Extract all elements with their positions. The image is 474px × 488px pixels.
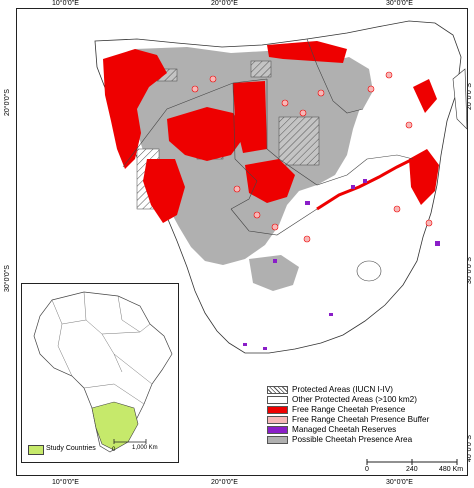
scale-bar-graphic [366, 459, 458, 465]
scale-label-480: 480 Km [439, 466, 464, 473]
legend-label-presence: Free Range Cheetah Presence [292, 405, 406, 414]
inset-legend-label: Study Countries [46, 445, 96, 452]
legend-row-presence: Free Range Cheetah Presence [267, 405, 467, 415]
bottom-graticule-label-30e: 30°0'0"E [386, 479, 413, 486]
presence-buffer-specks [191, 71, 433, 243]
map-legend: Protected Areas (IUCN I-IV) Other Protec… [267, 385, 467, 445]
country-borders [122, 38, 414, 236]
presence-swatch [267, 406, 288, 414]
presence-north-band [267, 41, 347, 63]
presence-south-africa [245, 159, 295, 203]
bottom-graticule-label-10e: 10°0'0"E [52, 479, 79, 486]
protected-area-hatch-4 [250, 60, 272, 78]
legend-row-other-protected: Other Protected Areas (>100 km2) [267, 395, 467, 405]
possible-presence-area-east [317, 57, 373, 113]
left-graticule-label-30s: 30°0'0"S [4, 265, 11, 292]
study-countries [91, 401, 139, 451]
main-scale-bar: 0 240 480 Km [365, 455, 464, 475]
madagascar-fragment [452, 68, 467, 130]
presence-zambia-east [413, 79, 437, 113]
presence-limpopo-line [316, 157, 414, 211]
top-graticule-label-30e: 30°0'0"E [386, 0, 413, 7]
protected-area-hatch-1 [278, 116, 320, 166]
inset-legend-swatch [28, 445, 44, 455]
presence-namibia-north [103, 49, 167, 169]
managed-swatch [267, 426, 288, 434]
africa-inset-svg [33, 291, 173, 453]
scale-label-0: 0 [365, 466, 369, 473]
possible-swatch [267, 436, 288, 444]
bottom-graticule-label-20e: 20°0'0"E [211, 479, 238, 486]
legend-label-possible: Possible Cheetah Presence Area [292, 435, 413, 444]
africa-inset-map: 0 1,000 Km Study Countries [21, 283, 179, 463]
legend-row-possible: Possible Cheetah Presence Area [267, 435, 467, 445]
legend-row-protected-areas: Protected Areas (IUCN I-IV) [267, 385, 467, 395]
inset-scale-label-1000km: 1,000 Km [132, 445, 158, 451]
buffer-swatch [267, 416, 288, 424]
managed-reserves [243, 179, 440, 350]
presence-namibia-west [143, 159, 185, 223]
legend-row-managed: Managed Cheetah Reserves [267, 425, 467, 435]
legend-label-other-protected: Other Protected Areas (>100 km2) [292, 395, 417, 404]
top-graticule-label-10e: 10°0'0"E [52, 0, 79, 7]
presence-namibia-central [167, 107, 247, 161]
presence-botswana-block [233, 81, 267, 153]
inset-scale-label-0: 0 [112, 447, 116, 453]
possible-presence-area-south [249, 255, 299, 291]
possible-presence-area [129, 47, 361, 265]
africa-internal-borders [51, 291, 153, 405]
legend-label-protected-areas: Protected Areas (IUCN I-IV) [292, 385, 394, 394]
scale-label-240: 240 [406, 466, 418, 473]
legend-label-buffer: Free Range Cheetah Presence Buffer [292, 415, 430, 424]
left-graticule-label-20s: 20°0'0"S [4, 89, 11, 116]
legend-row-buffer: Free Range Cheetah Presence Buffer [267, 415, 467, 425]
lesotho-outline [356, 260, 382, 282]
outline-swatch [267, 396, 288, 404]
top-graticule-label-20e: 20°0'0"E [211, 0, 238, 7]
southern-africa-map [94, 20, 467, 354]
legend-label-managed: Managed Cheetah Reserves [292, 425, 397, 434]
presence-mozambique-coast [409, 149, 439, 205]
main-map-frame: 0 1,000 Km Study Countries Protected Are… [16, 8, 468, 476]
hatch-swatch [267, 386, 288, 394]
